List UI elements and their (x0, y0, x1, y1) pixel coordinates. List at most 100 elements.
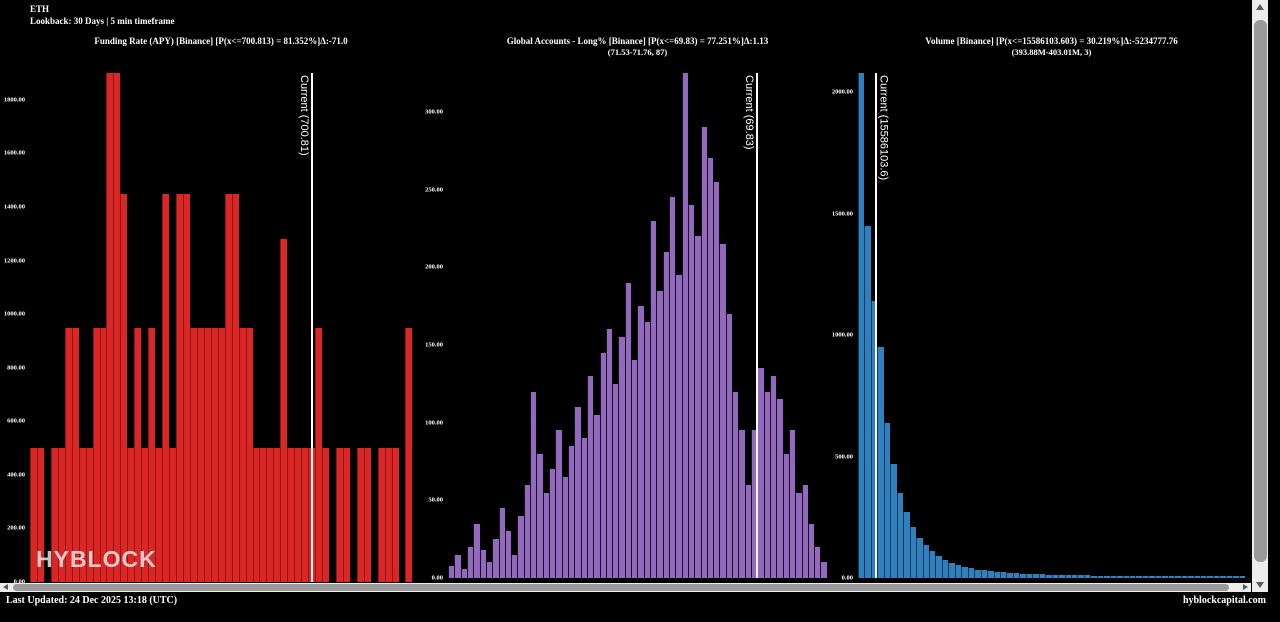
horizontal-scrollbar-thumb[interactable] (13, 584, 1229, 591)
scroll-down-arrow[interactable] (1252, 578, 1268, 592)
vertical-scrollbar[interactable] (1252, 0, 1268, 592)
histogram-bar (751, 430, 758, 578)
histogram-bar (238, 327, 246, 582)
histogram-bar (643, 321, 650, 578)
histogram-bar (50, 448, 58, 582)
histogram-bar (903, 512, 910, 578)
y-tick-label: 250.00 (425, 186, 443, 194)
histogram-bar (517, 515, 524, 578)
histogram-bar (1045, 574, 1052, 578)
y-tick-label: 300.00 (425, 108, 443, 116)
histogram-bar (189, 327, 197, 582)
histogram-bar (384, 448, 392, 582)
histogram-bar (987, 571, 994, 578)
histogram-bar (820, 562, 827, 578)
histogram-bar (738, 430, 745, 578)
volume-bars (858, 73, 1246, 578)
histogram-bar (405, 327, 413, 582)
histogram-bar (1116, 575, 1123, 578)
histogram-bar (259, 448, 267, 582)
y-tick-label: 0.00 (841, 574, 853, 582)
histogram-bar (561, 477, 568, 578)
histogram-bar (1058, 574, 1065, 578)
histogram-bar (71, 327, 79, 582)
histogram-bar (788, 430, 796, 578)
histogram-bar (631, 360, 638, 578)
site-link[interactable]: hyblockcapital.com (1182, 595, 1266, 606)
histogram-bar (1109, 575, 1117, 578)
histogram-bar (744, 484, 751, 578)
histogram-bar (637, 306, 644, 578)
y-tick-label: 1800.00 (3, 96, 25, 104)
histogram-bar (782, 453, 789, 578)
y-tick-label: 400.00 (7, 471, 25, 479)
y-tick-label: 50.00 (428, 496, 443, 504)
histogram-bar (460, 568, 467, 578)
histogram-bar (1096, 575, 1104, 578)
histogram-bar (1019, 573, 1026, 578)
histogram-bar (448, 565, 455, 578)
histogram-bar (974, 569, 981, 578)
histogram-bar (896, 493, 904, 578)
histogram-bar (210, 327, 218, 582)
histogram-bar (1174, 576, 1181, 578)
volume-chart: 2000.00 1500.00 1000.00 500.00 0.00 Current … (832, 73, 1246, 582)
y-tick-label: 200.00 (7, 524, 25, 532)
histogram-bar (713, 181, 720, 578)
histogram-bar (1006, 572, 1013, 578)
histogram-bar (78, 448, 86, 582)
histogram-bar (466, 546, 474, 578)
volume-yaxis: 2000.00 1500.00 1000.00 500.00 0.00 (819, 73, 853, 582)
funding-rate-chart-title: Funding Rate (APY) [Binance] [P(x<=700.8… (94, 36, 348, 46)
histogram-bar (858, 73, 865, 578)
histogram-bar (580, 438, 587, 578)
histogram-bar (941, 559, 949, 578)
histogram-bar (864, 225, 871, 578)
histogram-bar (675, 275, 682, 578)
histogram-bar (203, 327, 211, 582)
histogram-bar (1025, 573, 1033, 578)
histogram-bar (287, 448, 295, 582)
histogram-bar (776, 399, 783, 578)
histogram-bar (732, 391, 739, 578)
histogram-bar (700, 127, 707, 578)
horizontal-scrollbar[interactable] (0, 583, 1251, 592)
histogram-bar (1193, 576, 1201, 578)
histogram-bar (681, 73, 688, 578)
histogram-bar (113, 73, 121, 582)
histogram-bar (694, 236, 701, 578)
volume-chart-title: Volume [Binance] [P(x<=15586103.603) = 3… (925, 36, 1178, 46)
histogram-bar (706, 158, 714, 578)
histogram-bar (245, 327, 253, 582)
histogram-bar (980, 570, 988, 578)
histogram-bar (36, 448, 44, 582)
left-arrow-icon (3, 584, 8, 590)
histogram-bar (391, 448, 399, 582)
histogram-bar (687, 205, 695, 578)
histogram-bar (542, 492, 549, 578)
histogram-bar (1051, 574, 1059, 578)
histogram-bar (1090, 575, 1097, 578)
histogram-bar (1206, 576, 1213, 578)
histogram-bar (769, 376, 777, 578)
histogram-bar (217, 327, 225, 582)
histogram-bar (1038, 574, 1046, 578)
histogram-bar (120, 193, 128, 582)
histogram-bar (30, 448, 37, 582)
histogram-bar (656, 290, 663, 578)
scroll-right-arrow[interactable] (1239, 583, 1251, 592)
histogram-bar (795, 492, 802, 578)
histogram-bar (967, 568, 975, 578)
scroll-left-arrow[interactable] (0, 583, 12, 592)
histogram-bar (162, 193, 170, 582)
histogram-bar (322, 448, 329, 582)
histogram-bar (196, 327, 204, 582)
scroll-up-arrow[interactable] (1252, 0, 1268, 14)
histogram-bar (523, 484, 531, 578)
histogram-bar (454, 554, 461, 578)
right-arrow-icon (1243, 584, 1248, 590)
histogram-bar (1225, 576, 1233, 578)
histogram-bar (890, 463, 897, 578)
vertical-scrollbar-thumb[interactable] (1253, 20, 1267, 562)
histogram-bar (922, 545, 929, 578)
